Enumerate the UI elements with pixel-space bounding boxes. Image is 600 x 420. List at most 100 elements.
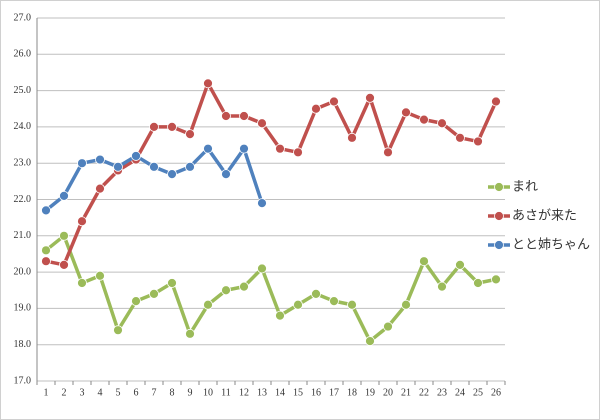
data-point: [365, 336, 375, 346]
data-point: [293, 147, 303, 158]
data-point: [419, 256, 429, 267]
data-point: [401, 107, 411, 118]
x-tick-label: 26: [491, 387, 501, 398]
data-point: [329, 296, 339, 307]
data-point: [257, 118, 267, 129]
data-point: [473, 136, 483, 147]
x-tick-label: 13: [257, 387, 267, 398]
data-point: [167, 122, 177, 132]
data-point: [311, 288, 321, 299]
y-tick-label: 19.0: [14, 303, 32, 314]
data-point: [257, 198, 267, 209]
x-tick-label: 9: [188, 387, 193, 398]
data-point: [131, 296, 141, 307]
data-point: [473, 278, 483, 288]
data-point: [275, 310, 285, 321]
x-tick-label: 11: [221, 387, 231, 398]
data-point: [311, 103, 321, 114]
data-point: [239, 143, 249, 154]
data-point: [185, 129, 195, 140]
x-tick-label: 3: [80, 387, 85, 398]
data-point: [293, 299, 303, 310]
x-tick-label: 21: [401, 387, 411, 398]
data-point: [491, 96, 501, 107]
data-point: [401, 299, 411, 310]
x-tick-label: 7: [152, 387, 157, 398]
data-point: [149, 288, 159, 299]
data-point: [113, 161, 123, 172]
y-tick-label: 27.0: [14, 12, 32, 23]
data-point: [491, 274, 501, 285]
series-line: [44, 234, 497, 343]
y-tick-label: 21.0: [14, 230, 32, 241]
data-point: [131, 151, 141, 161]
y-tick-label: 22.0: [14, 194, 32, 205]
data-point: [95, 154, 105, 165]
data-point: [77, 158, 87, 169]
data-point: [203, 78, 213, 89]
x-tick-label: 4: [98, 387, 103, 398]
x-tick-label: 15: [293, 387, 303, 398]
x-tick-label: 23: [437, 387, 447, 398]
legend-swatch-marker: [494, 182, 504, 192]
y-tick-label: 17.0: [14, 375, 32, 386]
data-point: [239, 281, 249, 292]
x-tick-label: 10: [203, 387, 213, 398]
y-tick-label: 25.0: [14, 85, 32, 96]
legend-label: あさが来た: [512, 209, 577, 224]
y-tick-label: 26.0: [14, 49, 32, 60]
data-point: [95, 270, 105, 281]
data-point: [347, 299, 357, 310]
x-tick-label: 17: [329, 387, 339, 398]
data-point: [77, 216, 87, 227]
data-point: [239, 111, 249, 121]
x-tick-label: 18: [347, 387, 357, 398]
data-point: [455, 132, 465, 143]
legend-label: とと姉ちゃん: [512, 238, 590, 253]
data-point: [221, 285, 231, 296]
data-point: [221, 111, 231, 121]
data-point: [59, 190, 69, 201]
legend-label: まれ: [512, 180, 538, 195]
data-point: [149, 161, 159, 172]
x-tick-label: 6: [134, 387, 139, 398]
data-point: [77, 278, 87, 288]
y-tick-label: 23.0: [14, 157, 32, 168]
data-point: [203, 143, 213, 154]
y-tick-label: 20.0: [14, 266, 32, 277]
data-point: [347, 132, 357, 143]
x-tick-label: 19: [365, 387, 375, 398]
data-point: [455, 259, 465, 270]
data-point: [41, 245, 51, 256]
x-tick-label: 2: [62, 387, 67, 398]
data-point: [221, 169, 231, 179]
data-point: [419, 114, 429, 125]
data-point: [113, 325, 123, 336]
x-tick-label: 8: [170, 387, 175, 398]
x-tick-label: 5: [116, 387, 121, 398]
x-tick-label: 22: [419, 387, 429, 398]
y-tick-label: 24.0: [14, 121, 32, 132]
x-tick-label: 14: [275, 387, 285, 398]
legend-swatch-marker: [494, 211, 504, 221]
data-point: [185, 328, 195, 339]
y-tick-label: 18.0: [14, 339, 32, 350]
data-point: [383, 147, 393, 158]
data-point: [203, 299, 213, 310]
data-point: [329, 96, 339, 107]
data-point: [365, 92, 375, 103]
data-point: [383, 321, 393, 332]
x-tick-label: 1: [44, 387, 49, 398]
data-point: [437, 281, 447, 292]
x-tick-label: 12: [239, 387, 249, 398]
data-point: [41, 256, 51, 267]
x-tick-label: 25: [473, 387, 483, 398]
data-point: [185, 161, 195, 172]
legend-swatch-marker: [494, 240, 504, 250]
data-point: [167, 278, 177, 288]
x-tick-label: 24: [455, 387, 465, 398]
x-tick-label: 16: [311, 387, 321, 398]
data-point: [41, 205, 51, 216]
